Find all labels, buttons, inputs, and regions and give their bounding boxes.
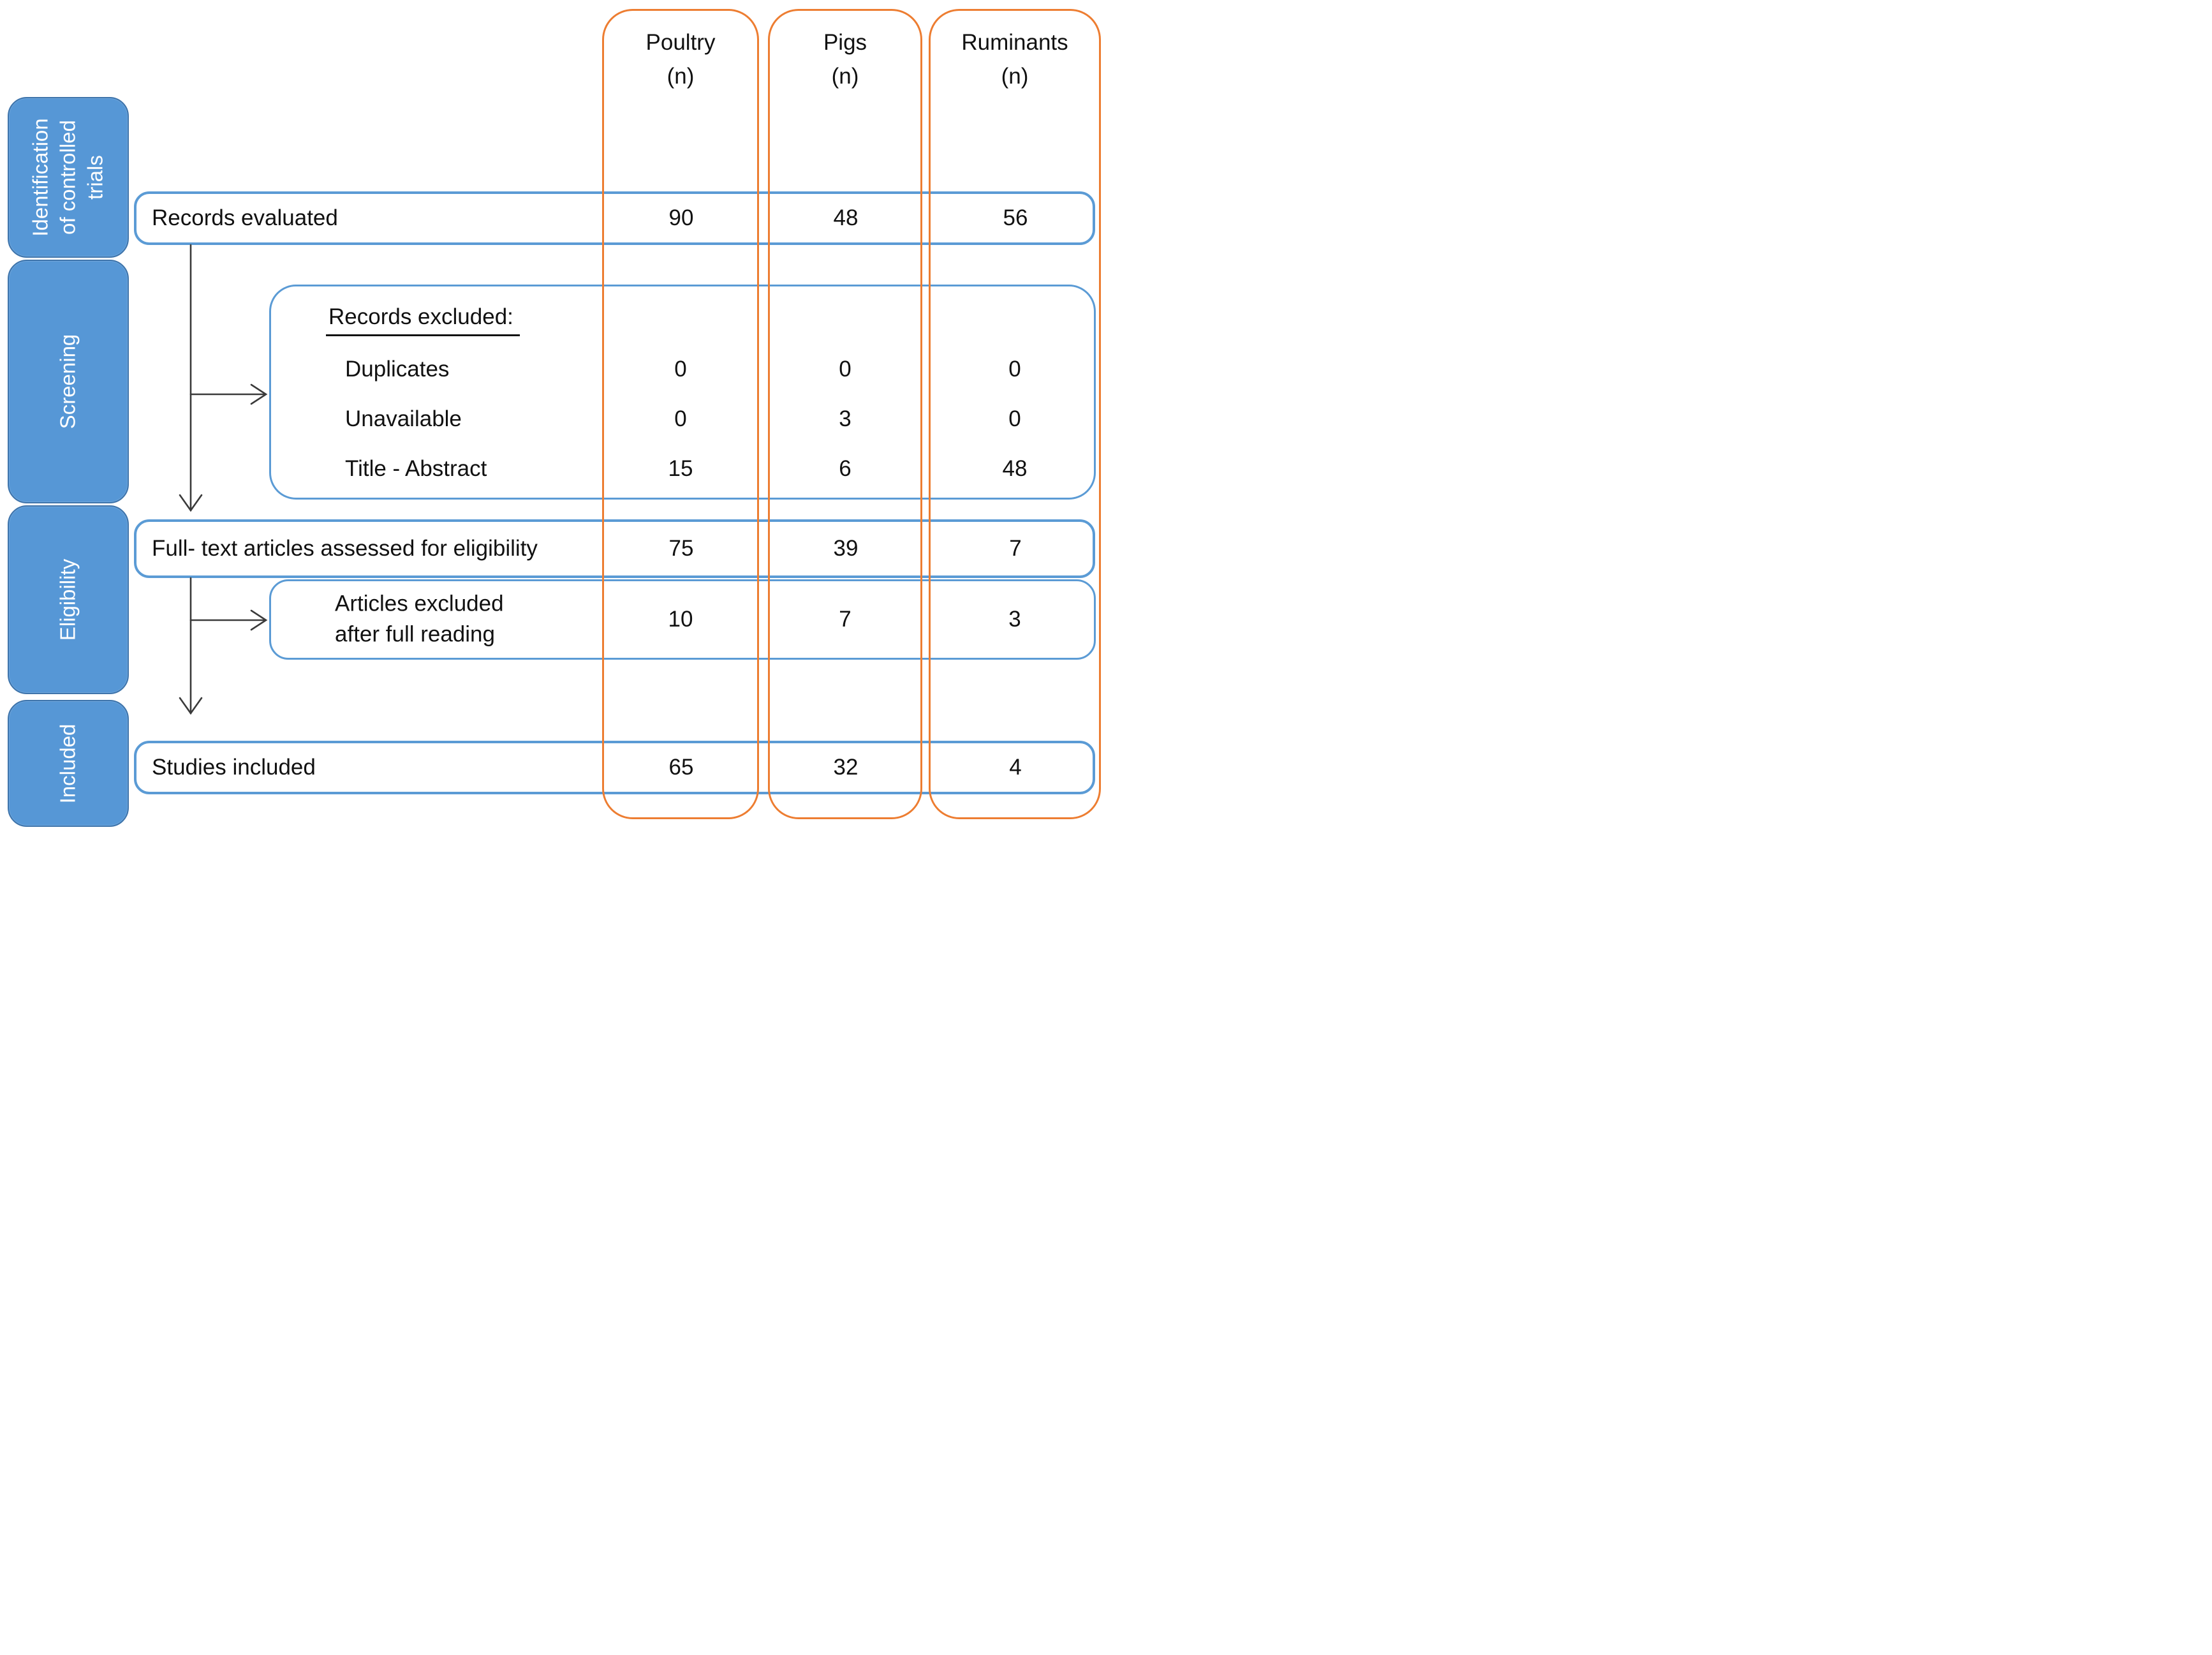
excluded-item-unavailable: Unavailable 0 3 0	[271, 400, 1094, 438]
stage-eligibility-label: Eligibility	[55, 509, 82, 690]
excluded-item-title-abstract: Title - Abstract 15 6 48	[271, 450, 1094, 488]
title-abstract-poultry: 15	[668, 456, 693, 481]
stage-included: Included	[8, 700, 129, 827]
articles-excluded-pigs: 7	[839, 607, 852, 632]
stage-included-label: Included	[55, 704, 82, 824]
studies-included-ruminants: 4	[1009, 755, 1022, 780]
studies-included-box: Studies included 65 32 4	[134, 741, 1095, 794]
column-poultry-header: Poultry (n)	[604, 26, 757, 93]
column-ruminants-header: Ruminants (n)	[931, 26, 1099, 93]
excluded-item-label: Title - Abstract	[345, 456, 487, 481]
studies-included-poultry: 65	[668, 755, 694, 780]
arrowhead-right-1	[250, 383, 268, 405]
articles-excluded-ruminants: 3	[1008, 607, 1021, 632]
articles-excluded-poultry: 10	[668, 607, 693, 632]
full-text-box: Full- text articles assessed for eligibi…	[134, 519, 1095, 578]
records-evaluated-pigs: 48	[833, 205, 859, 230]
duplicates-ruminants: 0	[1008, 357, 1021, 382]
arrowhead-down-2	[179, 697, 203, 715]
articles-excluded-line: Articles excluded	[335, 591, 504, 616]
column-pigs-header: Pigs (n)	[770, 26, 920, 93]
stage-label-line: Eligibility	[55, 558, 80, 641]
duplicates-poultry: 0	[674, 357, 687, 382]
articles-excluded-label: Articles excluded after full reading	[335, 589, 504, 651]
column-header-line: Pigs	[823, 30, 867, 55]
articles-excluded-line: after full reading	[335, 622, 495, 647]
unavailable-ruminants: 0	[1008, 406, 1021, 431]
unavailable-pigs: 3	[839, 406, 852, 431]
arrowhead-right-2	[250, 609, 268, 631]
stage-identification: Identification of controlled trials	[8, 97, 129, 258]
records-evaluated-label: Records evaluated	[152, 205, 338, 230]
stage-label-line: Identification	[28, 118, 52, 237]
excluded-item-duplicates: Duplicates 0 0 0	[271, 350, 1094, 389]
stage-eligibility: Eligibility	[8, 505, 129, 694]
full-text-ruminants: 7	[1009, 536, 1022, 561]
full-text-pigs: 39	[833, 536, 859, 561]
articles-excluded-box: Articles excluded after full reading 10 …	[269, 579, 1096, 660]
column-header-line: (n)	[1001, 63, 1029, 89]
unavailable-poultry: 0	[674, 406, 687, 431]
excluded-item-label: Duplicates	[345, 357, 450, 382]
records-excluded-box: Records excluded: Duplicates 0 0 0 Unava…	[269, 285, 1096, 500]
prisma-flow-diagram: Identification of controlled trials Scre…	[0, 0, 1106, 828]
arrowhead-down-1	[179, 494, 203, 512]
stage-screening: Screening	[8, 260, 129, 503]
stage-label-line: trials	[83, 155, 107, 200]
duplicates-pigs: 0	[839, 357, 852, 382]
stage-label-line: of controlled	[55, 120, 80, 235]
full-text-poultry: 75	[668, 536, 694, 561]
stage-identification-label: Identification of controlled trials	[27, 100, 110, 255]
column-header-line: Poultry	[645, 30, 716, 55]
title-abstract-pigs: 6	[839, 456, 852, 481]
records-excluded-title: Records excluded:	[326, 304, 520, 336]
title-abstract-ruminants: 48	[1002, 456, 1028, 481]
records-evaluated-box: Records evaluated 90 48 56	[134, 191, 1095, 245]
column-header-line: (n)	[667, 63, 695, 89]
records-evaluated-poultry: 90	[668, 205, 694, 230]
stage-label-line: Included	[55, 724, 80, 803]
studies-included-pigs: 32	[833, 755, 859, 780]
stage-screening-label: Screening	[55, 263, 82, 500]
column-header-line: Ruminants	[961, 30, 1068, 55]
excluded-item-label: Unavailable	[345, 406, 462, 431]
records-evaluated-ruminants: 56	[1003, 205, 1028, 230]
stage-label-line: Screening	[55, 334, 80, 429]
column-header-line: (n)	[831, 63, 859, 89]
full-text-label: Full- text articles assessed for eligibi…	[152, 536, 538, 561]
studies-included-label: Studies included	[152, 755, 316, 780]
